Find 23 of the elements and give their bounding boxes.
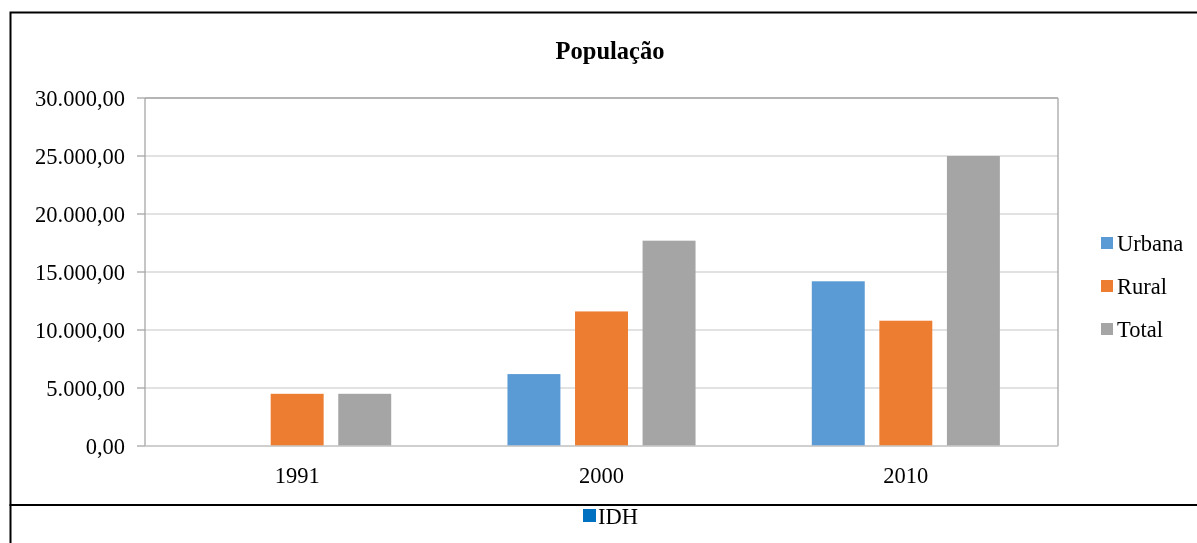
chart-title: População: [555, 37, 665, 64]
bar: [507, 374, 561, 446]
legend-label: Rural: [1117, 273, 1167, 299]
legend-label: Urbana: [1117, 230, 1184, 256]
bar: [811, 281, 865, 446]
y-tick-label: 20.000,00: [35, 201, 125, 227]
y-tick-label: 25.000,00: [35, 143, 125, 169]
x-tick-label: 2010: [883, 463, 929, 488]
y-tick-label: 15.000,00: [35, 259, 125, 285]
bar: [338, 393, 392, 446]
y-tick-label: 30.000,00: [35, 85, 125, 111]
y-tick-label: 10.000,00: [35, 317, 125, 343]
bar: [879, 320, 933, 446]
x-tick-label: 1991: [274, 463, 320, 488]
bar: [575, 311, 628, 446]
bar: [270, 393, 324, 446]
bar: [946, 156, 1000, 446]
text: IDH: [598, 504, 638, 529]
y-tick-label: 5.000,00: [46, 375, 125, 401]
bar: [642, 240, 696, 446]
y-tick-label: 0,00: [85, 433, 125, 459]
x-tick-label: 2000: [579, 463, 624, 488]
legend-label: Total: [1117, 316, 1163, 342]
